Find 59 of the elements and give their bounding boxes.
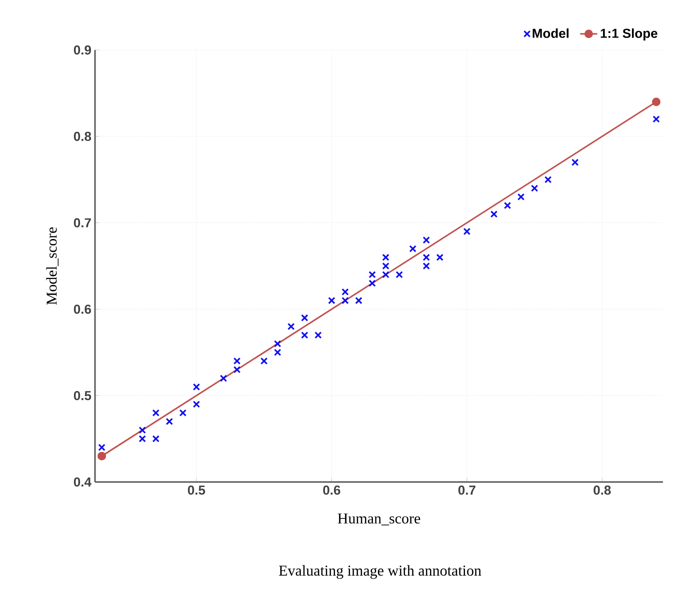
point (368, 271, 376, 278)
point (274, 348, 282, 356)
x-tick-label: 0.6 (323, 486, 340, 495)
point (287, 322, 295, 330)
text: Evaluating image with annotation (279, 565, 482, 579)
point (233, 357, 241, 365)
point (179, 409, 187, 416)
point (409, 245, 416, 252)
point (192, 383, 200, 391)
legend-label: Model (532, 28, 569, 38)
point (436, 254, 444, 261)
point (422, 262, 430, 270)
point (152, 435, 160, 442)
point (260, 357, 268, 365)
point (504, 202, 512, 210)
point (544, 176, 552, 184)
y-tick-label: 0.5 (74, 390, 92, 400)
point (98, 444, 106, 452)
point (368, 280, 376, 287)
point (166, 418, 174, 426)
legend-label: 1:1 Slope (600, 28, 658, 41)
x-tick-label: 0.8 (594, 486, 611, 495)
point (382, 254, 390, 261)
point (152, 409, 160, 416)
y-tick-label: 0.7 (74, 218, 91, 228)
point (300, 314, 308, 322)
point (463, 228, 471, 236)
point (233, 366, 241, 374)
y-tick-label: 0.4 (74, 477, 92, 487)
point (300, 331, 308, 339)
x-tick-label: 0.7 (458, 486, 476, 495)
point (652, 98, 660, 106)
point (517, 193, 525, 200)
point (490, 210, 498, 218)
point (138, 435, 146, 442)
y-tick-label: 0.8 (74, 132, 92, 141)
point (342, 288, 349, 296)
point (396, 271, 403, 278)
x-axis-title: Human_score (338, 514, 420, 526)
y-axis-title: Model_score (46, 227, 59, 305)
point (314, 331, 322, 339)
point (220, 374, 228, 382)
x-tick-label: 0.5 (188, 486, 206, 495)
point (422, 236, 430, 244)
point (382, 271, 390, 278)
point (571, 158, 579, 166)
point (342, 296, 349, 304)
point (355, 296, 362, 304)
point (422, 254, 430, 261)
point (274, 340, 282, 348)
point (138, 426, 146, 434)
point (328, 296, 336, 304)
point (652, 115, 660, 123)
point (530, 184, 538, 192)
point (98, 452, 106, 460)
point (192, 400, 200, 408)
point (382, 262, 390, 270)
y-tick-label: 0.9 (74, 45, 91, 55)
y-tick-label: 0.6 (74, 304, 91, 314)
